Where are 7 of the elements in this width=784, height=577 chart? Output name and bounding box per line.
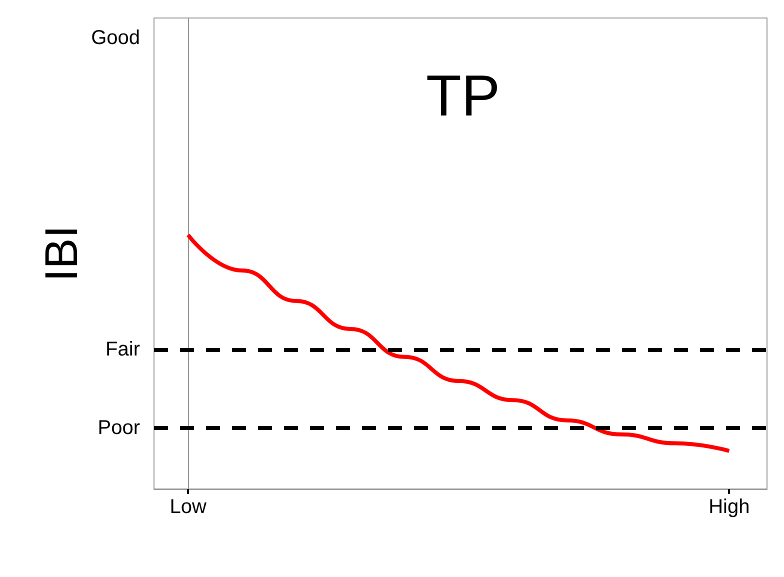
- y-axis-title: IBI: [35, 225, 87, 282]
- x-tick-label: High: [708, 496, 750, 518]
- x-tick-label: Low: [170, 496, 207, 518]
- ref-line-label: Poor: [98, 417, 140, 440]
- ref-line-label: Fair: [106, 338, 140, 360]
- chart-title: TP: [426, 64, 500, 128]
- text: Good: [91, 27, 140, 50]
